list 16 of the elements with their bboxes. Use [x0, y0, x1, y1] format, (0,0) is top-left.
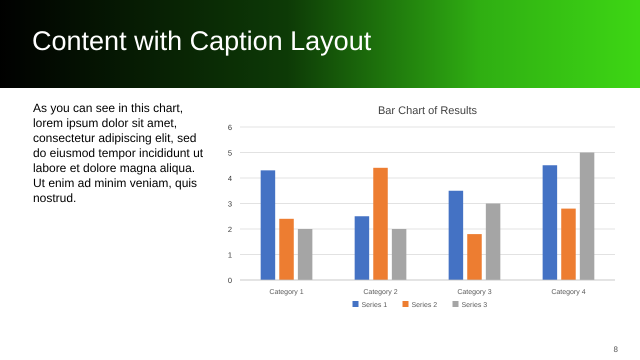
- text: As you can see in this chart, lorem ipsum dolor sit amet, consectetur adipiscing elit, sed do eiusmod tempor incididunt ut labore et dolore magna aliqua. Ut enim ad minim veniam, quis nostrud.: [33, 101, 204, 205]
- bar: [580, 152, 594, 280]
- bar: [448, 190, 464, 280]
- bar: [467, 234, 482, 280]
- bar: [392, 229, 406, 280]
- bar: [354, 216, 370, 280]
- bar: [260, 170, 276, 280]
- bar: [486, 204, 500, 280]
- bar: [561, 208, 576, 280]
- bar: [542, 165, 558, 280]
- bar: [298, 229, 312, 280]
- bar: [373, 168, 388, 280]
- text: 8: [614, 345, 619, 354]
- chart-title: Bar Chart of Results: [378, 105, 478, 117]
- bar: [279, 218, 294, 280]
- text: Content with Caption Layout: [32, 26, 372, 56]
